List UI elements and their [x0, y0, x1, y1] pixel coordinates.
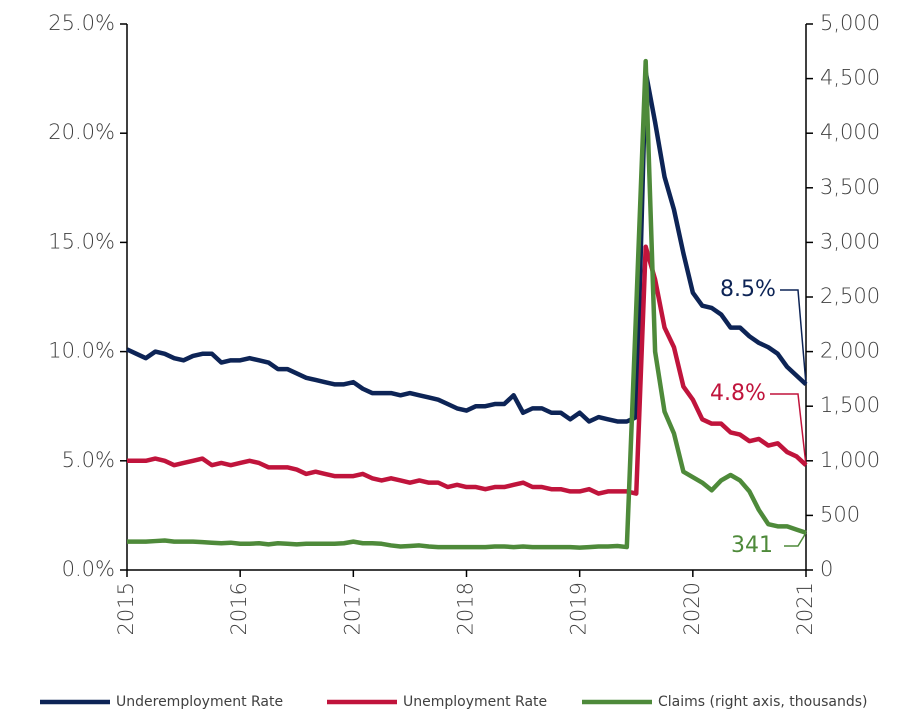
- y2-tick-label: 0: [820, 557, 833, 581]
- y2-tick-label: 4,000: [820, 120, 880, 144]
- y2-tick-label: 1,500: [820, 393, 880, 417]
- y-tick-label: 15.0%: [48, 229, 115, 253]
- y2-tick-label: 3,500: [820, 175, 880, 199]
- legend-label: Unemployment Rate: [403, 694, 547, 710]
- legend-label: Claims (right axis, thousands): [658, 694, 867, 710]
- series-line: [127, 244, 808, 496]
- legend-label: Underemployment Rate: [116, 694, 283, 710]
- y2-tick-label: 500: [820, 502, 860, 526]
- series-line: [127, 58, 807, 550]
- annotation: 8.5%: [720, 277, 776, 302]
- annotation: 4.8%: [710, 381, 766, 406]
- annotation-leader: [784, 532, 807, 547]
- x-tick-label: 2017: [340, 582, 364, 635]
- y2-tick-label: 1,000: [820, 448, 880, 472]
- x-tick-label: 2021: [793, 582, 817, 635]
- annotation-leader: [770, 393, 807, 466]
- y2-tick-label: 2,500: [820, 284, 880, 308]
- y-tick-label: 0.0%: [62, 557, 115, 581]
- y2-tick-label: 4,500: [820, 66, 880, 90]
- x-tick-label: 2019: [567, 582, 591, 635]
- y-tick-label: 20.0%: [48, 120, 115, 144]
- series-line: [126, 69, 808, 424]
- y2-tick-label: 2,000: [820, 339, 880, 363]
- x-tick-label: 2020: [680, 582, 704, 635]
- y2-tick-label: 3,000: [820, 229, 880, 253]
- annotation: 341: [731, 533, 773, 558]
- x-tick-label: 2015: [114, 582, 138, 635]
- y-tick-label: 25.0%: [48, 11, 115, 35]
- y2-tick-label: 5,000: [820, 11, 880, 35]
- y-tick-label: 10.0%: [48, 339, 115, 363]
- annotation-leader: [780, 289, 807, 385]
- y-tick-label: 5.0%: [62, 448, 115, 472]
- x-tick-label: 2018: [454, 582, 478, 635]
- x-tick-label: 2016: [227, 582, 251, 635]
